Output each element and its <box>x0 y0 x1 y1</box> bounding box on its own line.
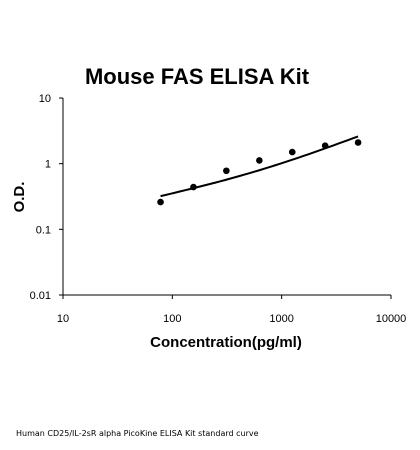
data-point <box>256 157 263 164</box>
x-tick-label: 10000 <box>376 313 407 325</box>
data-point <box>190 183 197 191</box>
y-tick-label: 0.01 <box>30 290 51 302</box>
x-tick-label: 100 <box>163 313 181 325</box>
data-points <box>157 139 362 206</box>
data-point <box>223 167 230 175</box>
data-point <box>157 198 164 206</box>
x-tick-label: 10 <box>57 313 69 325</box>
y-tick-label: 0.1 <box>36 224 51 236</box>
figure-caption: Human CD25/IL-2sR alpha PicoKine ELISA K… <box>16 429 259 438</box>
data-point <box>321 142 329 149</box>
y-tick-label: 10 <box>39 93 51 105</box>
data-point <box>288 148 296 156</box>
data-point <box>354 139 362 146</box>
y-axis-label: O.D. <box>11 182 28 213</box>
chart-title: Mouse FAS ELISA Kit <box>85 64 310 89</box>
plot-area: 10 100 1000 10000 10 1 0.1 0.01 <box>30 93 407 325</box>
y-tick-label: 1 <box>45 159 51 171</box>
x-tick-label: 1000 <box>269 313 293 325</box>
ticks: 10 100 1000 10000 10 1 0.1 0.01 <box>30 93 407 325</box>
x-axis-label: Concentration(pg/ml) <box>150 334 302 351</box>
